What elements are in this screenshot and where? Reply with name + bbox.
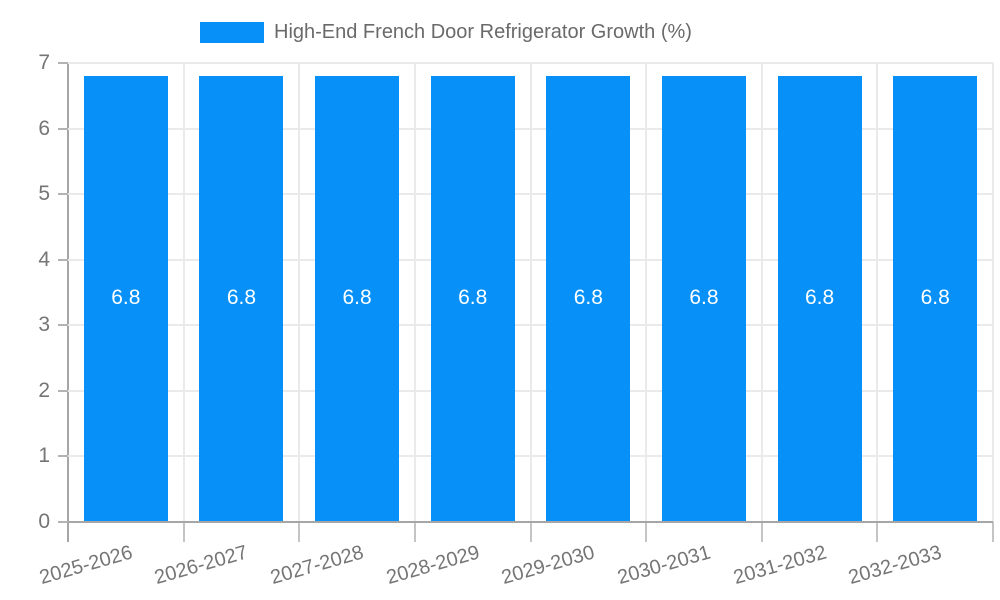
y-tick xyxy=(58,258,68,261)
bar xyxy=(777,76,862,522)
bar xyxy=(199,76,284,522)
h-gridline xyxy=(68,62,993,64)
v-gridline xyxy=(992,63,994,522)
y-tick xyxy=(58,521,68,523)
h-gridline xyxy=(68,127,993,130)
y-tick-label: 6 xyxy=(38,116,50,140)
y-tick-label: 5 xyxy=(38,182,50,206)
bar xyxy=(893,76,978,522)
x-tick xyxy=(645,522,648,542)
bar-value-label: 6.8 xyxy=(573,286,603,310)
y-tick xyxy=(58,193,68,196)
y-tick xyxy=(58,324,68,327)
x-tick xyxy=(413,522,416,542)
bar xyxy=(315,76,400,522)
x-tick xyxy=(182,522,185,542)
v-gridline xyxy=(760,63,763,522)
y-tick-label: 7 xyxy=(38,51,50,74)
y-tick xyxy=(58,127,68,130)
bar-value-label: 6.8 xyxy=(920,286,950,310)
bar xyxy=(430,76,515,522)
legend-label: High-End French Door Refrigerator Growth… xyxy=(274,21,692,43)
x-axis-line xyxy=(68,521,993,523)
y-tick xyxy=(58,389,68,392)
h-gridline xyxy=(68,324,993,327)
y-tick xyxy=(58,455,68,458)
bar xyxy=(661,76,746,522)
x-tick xyxy=(298,522,301,542)
y-tick xyxy=(58,62,68,64)
v-gridline xyxy=(413,63,416,522)
h-gridline xyxy=(68,389,993,392)
x-tick xyxy=(67,522,69,542)
v-gridline xyxy=(182,63,185,522)
h-gridline xyxy=(68,455,993,458)
x-tick xyxy=(992,522,994,542)
bar-value-label: 6.8 xyxy=(226,286,257,310)
v-gridline xyxy=(876,63,879,522)
v-gridline xyxy=(645,63,648,522)
y-tick-label: 0 xyxy=(38,510,50,533)
v-gridline xyxy=(298,63,301,522)
bar-value-label: 6.8 xyxy=(689,286,719,310)
y-tick-label: 3 xyxy=(38,313,50,337)
v-gridline xyxy=(529,63,532,522)
legend-item[interactable]: High-End French Door Refrigerator Growth… xyxy=(200,21,692,44)
x-tick xyxy=(876,522,879,542)
h-gridline xyxy=(68,193,993,196)
legend-swatch xyxy=(200,22,264,43)
x-tick xyxy=(760,522,763,542)
h-gridline xyxy=(68,258,993,261)
bar xyxy=(546,76,631,522)
y-tick-label: 4 xyxy=(38,247,50,271)
bar-value-label: 6.8 xyxy=(342,286,372,310)
y-tick-label: 2 xyxy=(38,378,50,402)
bar-value-label: 6.8 xyxy=(458,286,488,310)
bar-value-label: 6.8 xyxy=(111,286,141,310)
bar-value-label: 6.8 xyxy=(804,286,835,310)
y-axis-line xyxy=(67,63,69,522)
bar xyxy=(83,76,168,522)
x-tick xyxy=(529,522,532,542)
y-tick-label: 1 xyxy=(38,444,50,468)
